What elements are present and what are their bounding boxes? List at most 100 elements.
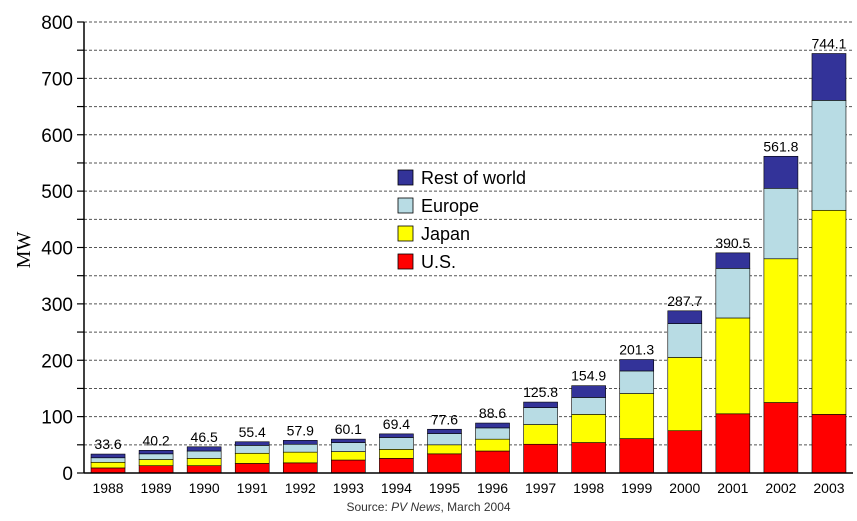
- x-tick-label-1996: 1996: [477, 480, 508, 496]
- bar-segment-rest-of-world-1992: [282, 440, 318, 445]
- bar-segment-u-s--1992: [282, 462, 318, 474]
- bar-segment-japan-1998: [571, 414, 606, 443]
- bar-segment-japan-1996: [475, 438, 510, 452]
- total-label-1993: 60.1: [335, 421, 362, 437]
- bar-segment-rest-of-world-1989: [138, 450, 174, 455]
- bar-segment-japan-2001: [715, 317, 751, 415]
- bar-segment-rest-of-world-1990: [186, 446, 222, 452]
- total-label-1997: 125.8: [523, 384, 558, 400]
- bar-segment-rest-of-world-1997: [523, 401, 558, 408]
- bar-segment-europe-1993: [331, 442, 366, 452]
- y-tick-label-500: 500: [41, 182, 73, 203]
- bar-segment-japan-1995: [427, 444, 462, 455]
- bar-segment-europe-2000: [667, 323, 703, 358]
- bar-segment-u-s--2002: [763, 402, 799, 474]
- total-label-1994: 69.4: [383, 416, 410, 432]
- bar-segment-japan-2002: [763, 258, 799, 403]
- x-tick-label-1999: 1999: [621, 480, 652, 496]
- total-label-2001: 390.5: [715, 235, 750, 251]
- bar-segment-rest-of-world-1991: [234, 441, 270, 446]
- bar-segment-europe-1997: [523, 407, 558, 425]
- x-tick-label-1993: 1993: [333, 480, 364, 496]
- y-axis-label: MW: [13, 232, 35, 269]
- legend-label-u-s-: U.S.: [421, 252, 456, 272]
- x-tick-label-2001: 2001: [717, 480, 748, 496]
- bar-segment-europe-1988: [90, 457, 126, 463]
- total-label-1992: 57.9: [287, 422, 314, 438]
- y-tick-label-400: 400: [41, 239, 73, 260]
- x-tick-label-2000: 2000: [669, 480, 700, 496]
- x-tick-labels: 1988 1989 1990 1991 1992 1993 1994 1995 1996 1997…: [92, 480, 844, 496]
- bar-segment-europe-2001: [715, 268, 751, 319]
- legend-swatch-u-s-: [397, 253, 414, 270]
- total-label-2002: 561.8: [763, 138, 798, 154]
- bar-segment-u-s--1991: [234, 463, 270, 474]
- x-tick-label-1988: 1988: [92, 480, 123, 496]
- bar-segment-rest-of-world-1993: [331, 438, 366, 443]
- total-label-1990: 46.5: [191, 429, 218, 445]
- total-label-1999: 201.3: [619, 342, 654, 358]
- legend-label-europe: Europe: [421, 196, 479, 216]
- bar-segment-japan-1989: [138, 459, 174, 466]
- bar-segment-japan-2003: [811, 209, 847, 415]
- x-tick-label-1998: 1998: [573, 480, 604, 496]
- bar-segment-rest-of-world-1994: [379, 433, 414, 438]
- x-tick-label-2003: 2003: [813, 480, 844, 496]
- bar-segment-u-s--1989: [138, 465, 174, 474]
- bar-segment-rest-of-world-1999: [619, 359, 655, 372]
- x-tick-label-2002: 2002: [765, 480, 796, 496]
- bar-segment-u-s--1996: [475, 450, 510, 474]
- bar-segment-japan-1993: [331, 451, 366, 461]
- source-note: Source: PV News, March 2004: [0, 500, 857, 514]
- x-tick-label-1997: 1997: [525, 480, 556, 496]
- legend-swatch-japan: [397, 225, 414, 242]
- y-tick-label-0: 0: [62, 464, 73, 485]
- bar-segment-rest-of-world-2003: [811, 53, 847, 101]
- total-labels: 33.6 40.2 46.5 55.4 57.9 60.1 69.4 77.6 88.6 125.…: [94, 36, 846, 453]
- bar-segment-rest-of-world-2001: [715, 252, 751, 269]
- bar-segment-europe-1990: [186, 450, 222, 459]
- bars: [90, 53, 847, 474]
- bar-segment-europe-1996: [475, 427, 510, 440]
- y-tick-label-100: 100: [41, 408, 73, 429]
- bar-segment-rest-of-world-1988: [90, 453, 126, 459]
- total-label-1989: 40.2: [142, 432, 169, 448]
- source-prefix: Source:: [346, 500, 392, 514]
- bar-segment-japan-1992: [282, 451, 318, 464]
- x-tick-label-1994: 1994: [381, 480, 412, 496]
- total-label-2000: 287.7: [667, 293, 702, 309]
- legend-swatch-rest-of-world: [397, 169, 414, 186]
- bar-segment-japan-2000: [667, 357, 703, 432]
- total-label-1998: 154.9: [571, 368, 606, 384]
- x-tick-label-1991: 1991: [237, 480, 268, 496]
- total-label-1991: 55.4: [239, 424, 266, 440]
- bar-segment-europe-1994: [379, 437, 414, 450]
- bar-segment-europe-1998: [571, 397, 606, 415]
- y-tick-label-800: 800: [41, 13, 73, 34]
- y-tick-labels: 0 100 200 300 400 500 600 700 800: [41, 13, 73, 485]
- legend-swatch-europe: [397, 197, 414, 214]
- total-label-1996: 88.6: [479, 405, 506, 421]
- bar-segment-rest-of-world-2002: [763, 155, 799, 189]
- bar-segment-u-s--1995: [427, 453, 462, 474]
- legend-label-japan: Japan: [421, 224, 470, 244]
- bar-segment-u-s--2001: [715, 413, 751, 474]
- total-label-1995: 77.6: [431, 411, 458, 427]
- bar-segment-europe-1999: [619, 370, 655, 394]
- bar-segment-japan-1991: [234, 452, 270, 464]
- bar-segment-japan-1997: [523, 424, 558, 445]
- bar-segment-rest-of-world-1998: [571, 385, 606, 398]
- bar-segment-japan-1990: [186, 458, 222, 466]
- bar-segment-europe-1995: [427, 433, 462, 446]
- source-suffix: , March 2004: [440, 500, 511, 514]
- bar-segment-rest-of-world-2000: [667, 310, 703, 324]
- bar-segment-europe-1989: [138, 453, 174, 460]
- bar-segment-europe-2002: [763, 188, 799, 260]
- x-tick-label-1990: 1990: [189, 480, 220, 496]
- bar-segment-japan-1988: [90, 461, 126, 469]
- bar-segment-u-s--1993: [331, 459, 366, 474]
- bar-segment-europe-1992: [282, 443, 318, 453]
- bar-segment-japan-1999: [619, 393, 655, 439]
- bar-segment-u-s--1999: [619, 438, 655, 474]
- bar-segment-europe-2003: [811, 100, 847, 211]
